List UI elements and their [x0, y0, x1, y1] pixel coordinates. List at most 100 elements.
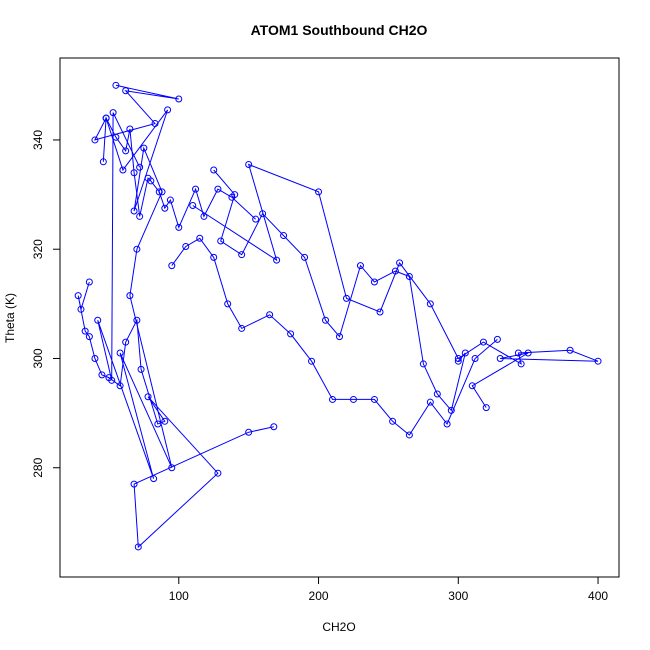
- data-point: [214, 469, 222, 477]
- data-point: [238, 324, 246, 332]
- data-point: [147, 177, 155, 185]
- data-point: [105, 374, 113, 382]
- plot-area: [74, 81, 602, 551]
- data-point: [136, 212, 144, 220]
- data-point: [342, 294, 350, 302]
- data-point: [175, 95, 183, 103]
- data-point: [126, 292, 134, 300]
- data-point: [370, 278, 378, 286]
- data-point: [144, 393, 152, 401]
- series-line-5: [171, 237, 498, 436]
- data-point: [134, 543, 142, 551]
- data-point: [85, 333, 93, 341]
- data-point: [514, 349, 522, 357]
- data-point: [126, 125, 134, 133]
- data-point: [389, 417, 397, 425]
- data-point: [192, 185, 200, 193]
- data-point: [102, 114, 110, 122]
- data-point: [98, 371, 106, 379]
- data-point: [210, 166, 218, 174]
- data-point: [259, 210, 267, 218]
- data-point: [280, 232, 288, 240]
- data-point: [77, 305, 85, 313]
- data-point: [119, 166, 127, 174]
- data-point: [99, 158, 107, 166]
- data-point: [182, 242, 190, 250]
- data-point: [133, 316, 141, 324]
- data-point: [74, 292, 82, 300]
- y-axis-label: Theta (K): [3, 293, 17, 343]
- data-point: [122, 87, 130, 95]
- data-point: [419, 360, 427, 368]
- data-point: [161, 417, 169, 425]
- plot-frame: [59, 57, 620, 578]
- data-point: [122, 147, 130, 155]
- y-tick-label: 280: [31, 457, 45, 477]
- data-point: [94, 316, 102, 324]
- data-point: [196, 234, 204, 242]
- series-line-4: [213, 169, 466, 412]
- data-point: [166, 196, 174, 204]
- data-point: [468, 382, 476, 390]
- data-point: [433, 390, 441, 398]
- data-point: [322, 316, 330, 324]
- data-point: [116, 349, 124, 357]
- data-point: [524, 349, 532, 357]
- data-point: [301, 253, 309, 261]
- data-point: [168, 262, 176, 270]
- data-point: [426, 300, 434, 308]
- data-point: [112, 133, 120, 141]
- data-point: [81, 327, 89, 335]
- data-point: [137, 365, 145, 373]
- data-point: [566, 346, 574, 354]
- data-point: [245, 161, 253, 169]
- data-point: [245, 428, 253, 436]
- data-point: [336, 333, 343, 341]
- data-point: [493, 335, 501, 343]
- series-line-3: [192, 163, 599, 408]
- data-point: [130, 169, 138, 177]
- data-point: [454, 354, 462, 362]
- data-point: [471, 354, 479, 362]
- data-point: [109, 109, 117, 117]
- data-point: [349, 395, 357, 403]
- data-point: [217, 237, 225, 245]
- data-point: [479, 338, 487, 346]
- data-point: [482, 404, 490, 412]
- data-point: [396, 259, 404, 267]
- data-point: [443, 420, 451, 428]
- data-point: [130, 480, 138, 488]
- data-point: [315, 188, 323, 196]
- data-point: [228, 193, 236, 201]
- data-point: [252, 215, 260, 223]
- data-point: [405, 431, 413, 439]
- data-point: [151, 120, 159, 128]
- data-point: [517, 360, 525, 368]
- data-point: [214, 185, 222, 193]
- data-point: [140, 144, 148, 152]
- data-point: [210, 253, 218, 261]
- data-point: [405, 273, 413, 281]
- data-point: [287, 330, 295, 338]
- x-axis-label: CH2O: [322, 620, 355, 634]
- data-point: [454, 357, 462, 365]
- data-point: [238, 251, 246, 259]
- x-tick-label: 200: [309, 589, 329, 603]
- data-point: [91, 136, 99, 144]
- data-point: [224, 300, 232, 308]
- data-point: [133, 245, 141, 253]
- data-point: [594, 357, 602, 365]
- series-line-2: [77, 281, 274, 549]
- data-point: [161, 204, 169, 212]
- axes: 100 200 300 400 280 300 320 340: [31, 57, 620, 603]
- data-point: [329, 395, 337, 403]
- data-point: [426, 398, 434, 406]
- y-tick-label: 340: [31, 130, 45, 150]
- data-point: [356, 262, 364, 270]
- data-point: [496, 354, 504, 362]
- y-tick-label: 300: [31, 348, 45, 368]
- data-point: [391, 267, 399, 275]
- data-point: [189, 202, 197, 210]
